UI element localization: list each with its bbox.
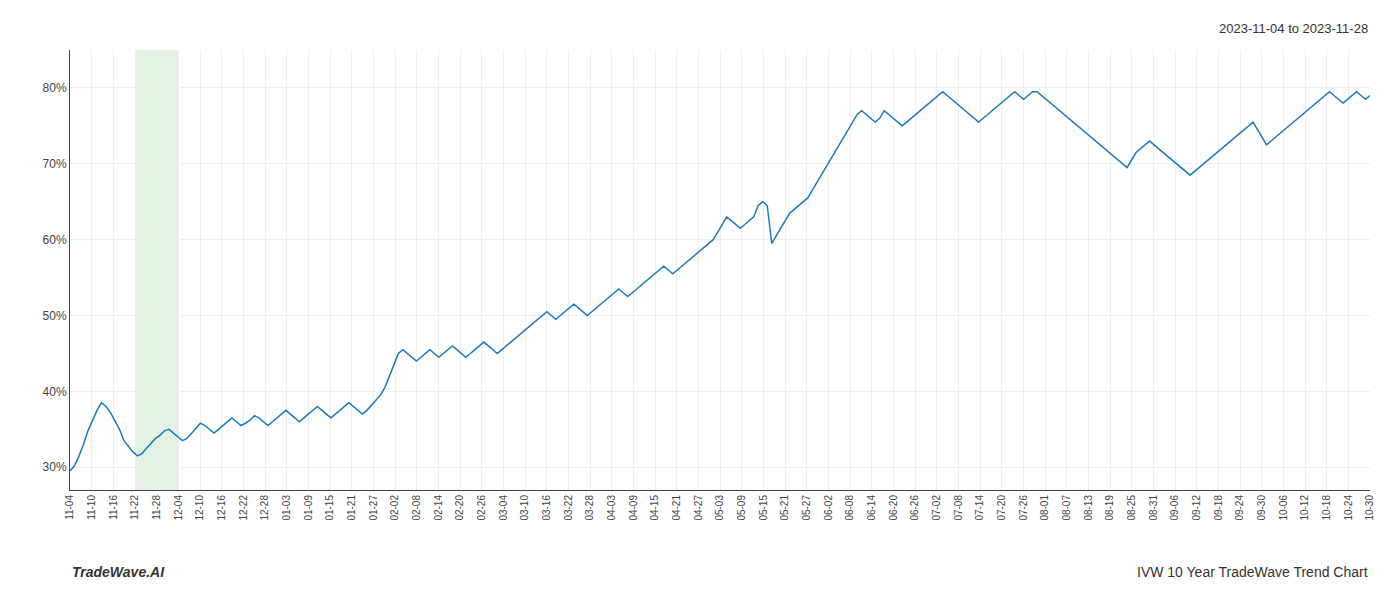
svg-text:02-20: 02-20 <box>454 495 465 521</box>
svg-text:12-10: 12-10 <box>194 495 205 521</box>
svg-text:07-08: 07-08 <box>953 495 964 521</box>
svg-text:IVW 10 Year TradeWave Trend Ch: IVW 10 Year TradeWave Trend Chart <box>1137 564 1368 580</box>
svg-text:09-24: 09-24 <box>1234 495 1245 521</box>
svg-text:09-18: 09-18 <box>1213 495 1224 521</box>
svg-text:08-13: 08-13 <box>1083 495 1094 521</box>
svg-text:03-28: 03-28 <box>584 495 595 521</box>
svg-text:01-03: 01-03 <box>281 495 292 521</box>
svg-text:07-14: 07-14 <box>974 495 985 521</box>
svg-text:12-04: 12-04 <box>173 495 184 521</box>
svg-text:08-25: 08-25 <box>1126 495 1137 521</box>
svg-text:07-02: 07-02 <box>931 495 942 521</box>
svg-text:04-27: 04-27 <box>693 495 704 521</box>
svg-text:60%: 60% <box>43 233 67 247</box>
svg-text:10-18: 10-18 <box>1321 495 1332 521</box>
svg-text:04-09: 04-09 <box>628 495 639 521</box>
svg-text:07-26: 07-26 <box>1018 495 1029 521</box>
svg-text:11-22: 11-22 <box>129 495 140 520</box>
svg-text:06-26: 06-26 <box>909 495 920 521</box>
svg-text:80%: 80% <box>43 81 67 95</box>
svg-text:08-07: 08-07 <box>1061 495 1072 521</box>
svg-text:06-14: 06-14 <box>866 495 877 521</box>
svg-text:07-20: 07-20 <box>996 495 1007 521</box>
svg-text:04-21: 04-21 <box>671 495 682 521</box>
svg-text:70%: 70% <box>43 157 67 171</box>
svg-text:02-02: 02-02 <box>389 495 400 521</box>
svg-text:30%: 30% <box>43 460 67 474</box>
svg-text:01-15: 01-15 <box>324 495 335 521</box>
svg-text:11-28: 11-28 <box>151 495 162 520</box>
svg-text:05-27: 05-27 <box>801 495 812 521</box>
svg-text:03-10: 03-10 <box>519 495 530 521</box>
svg-text:11-10: 11-10 <box>86 495 97 520</box>
svg-text:40%: 40% <box>43 385 67 399</box>
svg-text:02-26: 02-26 <box>476 495 487 521</box>
svg-text:08-31: 08-31 <box>1148 495 1159 521</box>
svg-text:03-22: 03-22 <box>563 495 574 521</box>
svg-text:06-20: 06-20 <box>888 495 899 521</box>
svg-text:12-28: 12-28 <box>259 495 270 521</box>
svg-text:09-12: 09-12 <box>1191 495 1202 521</box>
svg-text:04-03: 04-03 <box>606 495 617 521</box>
svg-text:50%: 50% <box>43 309 67 323</box>
svg-text:12-16: 12-16 <box>216 495 227 521</box>
svg-text:01-09: 01-09 <box>303 495 314 521</box>
svg-text:02-08: 02-08 <box>411 495 422 521</box>
svg-text:12-22: 12-22 <box>238 495 249 521</box>
svg-text:08-19: 08-19 <box>1104 495 1115 521</box>
svg-text:04-15: 04-15 <box>649 495 660 521</box>
svg-text:05-03: 05-03 <box>714 495 725 521</box>
svg-text:11-16: 11-16 <box>108 495 119 520</box>
svg-text:01-27: 01-27 <box>368 495 379 521</box>
svg-text:02-14: 02-14 <box>433 495 444 521</box>
svg-text:10-24: 10-24 <box>1343 495 1354 521</box>
svg-text:10-06: 10-06 <box>1278 495 1289 521</box>
svg-text:08-01: 08-01 <box>1039 495 1050 521</box>
svg-text:01-21: 01-21 <box>346 495 357 521</box>
svg-text:TradeWave.AI: TradeWave.AI <box>72 564 165 580</box>
svg-text:10-12: 10-12 <box>1299 495 1310 521</box>
svg-text:09-06: 09-06 <box>1169 495 1180 521</box>
svg-text:05-09: 05-09 <box>736 495 747 521</box>
svg-text:05-21: 05-21 <box>779 495 790 521</box>
svg-text:06-08: 06-08 <box>844 495 855 521</box>
svg-text:2023-11-04 to 2023-11-28: 2023-11-04 to 2023-11-28 <box>1219 21 1368 36</box>
svg-text:11-04: 11-04 <box>64 495 75 520</box>
svg-text:06-02: 06-02 <box>823 495 834 521</box>
svg-text:03-16: 03-16 <box>541 495 552 521</box>
svg-text:10-30: 10-30 <box>1364 495 1375 521</box>
svg-text:03-04: 03-04 <box>498 495 509 521</box>
svg-text:05-15: 05-15 <box>758 495 769 521</box>
svg-text:09-30: 09-30 <box>1256 495 1267 521</box>
